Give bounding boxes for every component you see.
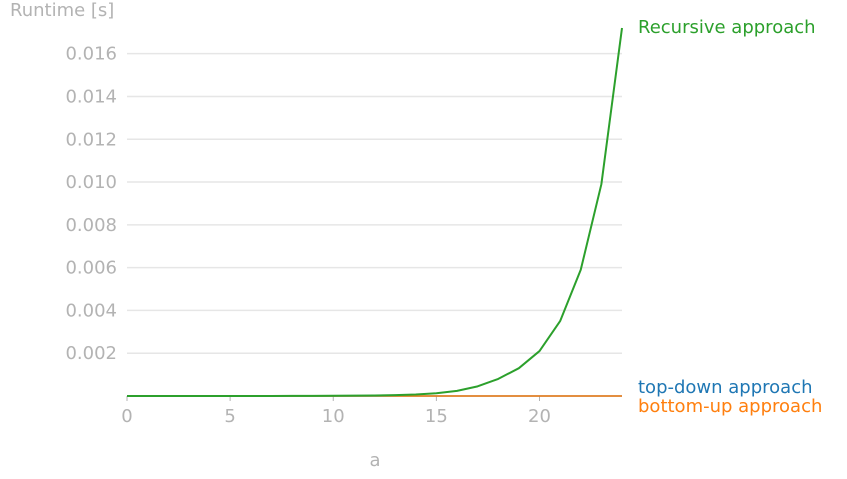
x-tick-label: 0: [121, 406, 132, 427]
y-tick-label: 0.012: [65, 129, 117, 150]
y-tick-label: 0.008: [65, 215, 117, 236]
y-tick-label: 0.006: [65, 258, 117, 279]
y-tick-label: 0.016: [65, 44, 117, 65]
series-label-top-down-approach: top-down approach: [638, 377, 813, 398]
x-axis-ticks: 0 5 10 15 20: [121, 396, 551, 427]
x-tick-label: 15: [425, 406, 448, 427]
x-tick-label: 10: [322, 406, 345, 427]
x-tick-label: 20: [528, 406, 551, 427]
y-tick-label: 0.002: [65, 343, 117, 364]
series-label-bottom-up-approach: bottom-up approach: [638, 396, 822, 417]
series-line-recursive-approach: [127, 27, 623, 397]
y-tick-label: 0.014: [65, 86, 117, 107]
y-axis-ticks: 0.002 0.004 0.006 0.008 0.010 0.012 0.014 0.016: [65, 44, 117, 365]
gridlines: [127, 52, 622, 354]
x-axis-title: a: [369, 450, 380, 471]
y-axis-title: Runtime [s]: [10, 0, 114, 21]
y-tick-label: 0.010: [65, 172, 117, 193]
series-lines: [127, 27, 623, 397]
series-labels: Recursive approach top-down approachbotto…: [638, 17, 822, 417]
y-tick-label: 0.004: [65, 300, 117, 321]
x-tick-label: 5: [224, 406, 235, 427]
series-label-recursive-approach: Recursive approach: [638, 17, 816, 38]
